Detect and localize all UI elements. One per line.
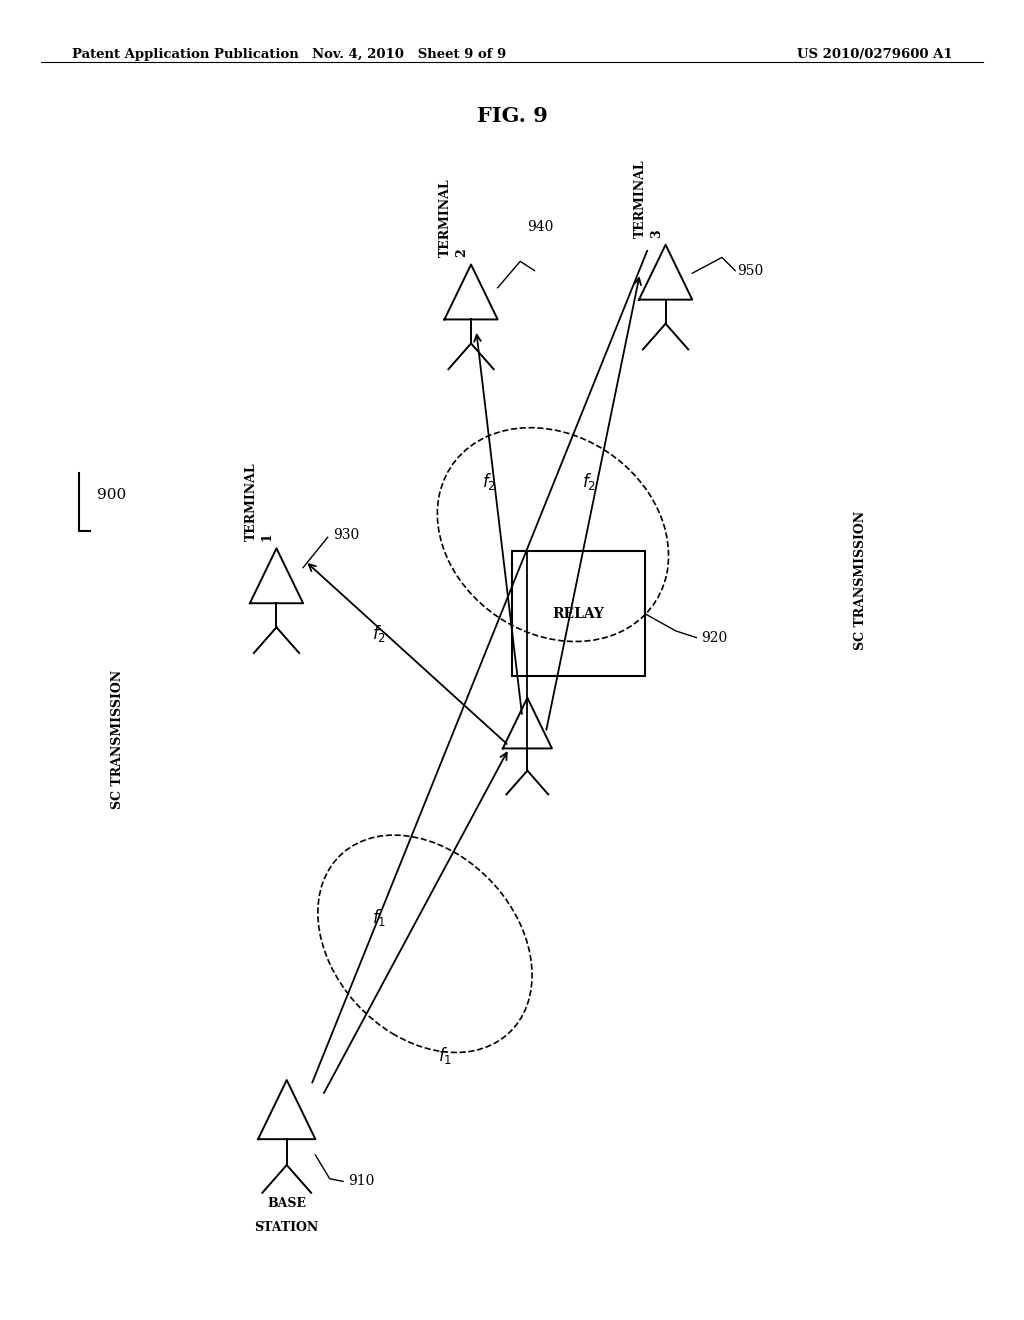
Text: $f_2$: $f_2$	[482, 471, 497, 492]
Text: $f_1$: $f_1$	[438, 1045, 453, 1067]
Text: BASE: BASE	[267, 1197, 306, 1210]
Text: 940: 940	[527, 220, 554, 234]
Text: 1: 1	[261, 532, 273, 541]
Text: 920: 920	[701, 631, 728, 644]
Text: TERMINAL: TERMINAL	[634, 158, 646, 238]
Text: SC TRANSMISSION: SC TRANSMISSION	[854, 511, 866, 651]
Text: $f_2$: $f_2$	[582, 471, 596, 492]
Text: 930: 930	[333, 528, 359, 541]
Text: $f_1$: $f_1$	[372, 907, 386, 928]
Text: 2: 2	[456, 248, 468, 257]
Text: 900: 900	[97, 488, 127, 502]
Text: US 2010/0279600 A1: US 2010/0279600 A1	[797, 48, 952, 61]
Text: TERMINAL: TERMINAL	[245, 462, 257, 541]
Text: 950: 950	[737, 264, 764, 277]
Text: FIG. 9: FIG. 9	[476, 106, 548, 125]
Bar	[512, 552, 645, 676]
Text: RELAY: RELAY	[553, 607, 604, 620]
Text: Patent Application Publication: Patent Application Publication	[72, 48, 298, 61]
Text: SC TRANSMISSION: SC TRANSMISSION	[112, 669, 124, 809]
Text: 3: 3	[650, 228, 663, 238]
Text: $f_2$: $f_2$	[372, 623, 386, 644]
Text: STATION: STATION	[255, 1221, 318, 1234]
Text: 910: 910	[348, 1175, 375, 1188]
Text: TERMINAL: TERMINAL	[439, 178, 452, 257]
Text: Nov. 4, 2010   Sheet 9 of 9: Nov. 4, 2010 Sheet 9 of 9	[312, 48, 507, 61]
